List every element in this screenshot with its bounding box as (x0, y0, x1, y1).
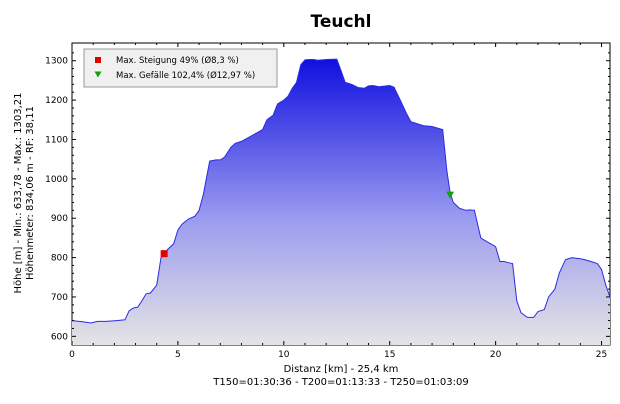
chart-markers (160, 191, 455, 258)
y-tick-label: 800 (51, 254, 68, 264)
legend-triangle-icon (94, 71, 102, 78)
x-tick-label: 0 (69, 350, 75, 360)
legend-box (83, 48, 278, 88)
chart-title: Teuchl (311, 12, 372, 32)
x-axis-ticks: 0 5 10 15 20 25 (69, 43, 607, 360)
x-tick-label: 10 (278, 350, 290, 360)
y-tick-label: 1200 (45, 96, 68, 106)
elevation-line (71, 58, 611, 324)
legend-entry-max-climb: Max. Steigung 49% (Ø8,3 %) (116, 55, 239, 66)
max-descent-marker (446, 191, 455, 199)
y-axis-stats-label: Höhenmeter: 834,06 m - RF: 38,11 (25, 106, 36, 280)
y-axis-label: Höhe [m] - Min.: 633,78 - Max.: 1303,21 (13, 93, 24, 294)
x-tick-label: 5 (175, 350, 181, 360)
x-tick-label: 15 (384, 350, 395, 360)
max-climb-marker (160, 250, 168, 258)
y-tick-label: 1300 (45, 57, 68, 67)
x-axis-timing-label: T150=01:30:36 - T200=01:13:33 - T250=01:… (212, 377, 468, 388)
legend-entry-max-descent: Max. Gefälle 102,4% (Ø12,97 %) (116, 70, 255, 81)
y-axis-ticks: 600 700 800 900 1000 1100 1200 1300 (45, 52, 610, 342)
y-tick-label: 900 (51, 214, 68, 224)
y-tick-label: 700 (51, 293, 68, 303)
elevation-area (72, 59, 610, 345)
y-tick-label: 1000 (45, 175, 68, 185)
legend: Max. Steigung 49% (Ø8,3 %) Max. Gefälle … (83, 48, 278, 88)
x-tick-label: 20 (490, 350, 502, 360)
x-tick-label: 25 (596, 350, 607, 360)
x-axis-label: Distanz [km] - 25,4 km (284, 364, 399, 375)
y-tick-label: 600 (51, 332, 68, 342)
y-tick-label: 1100 (45, 135, 68, 145)
legend-square-icon (95, 57, 101, 63)
